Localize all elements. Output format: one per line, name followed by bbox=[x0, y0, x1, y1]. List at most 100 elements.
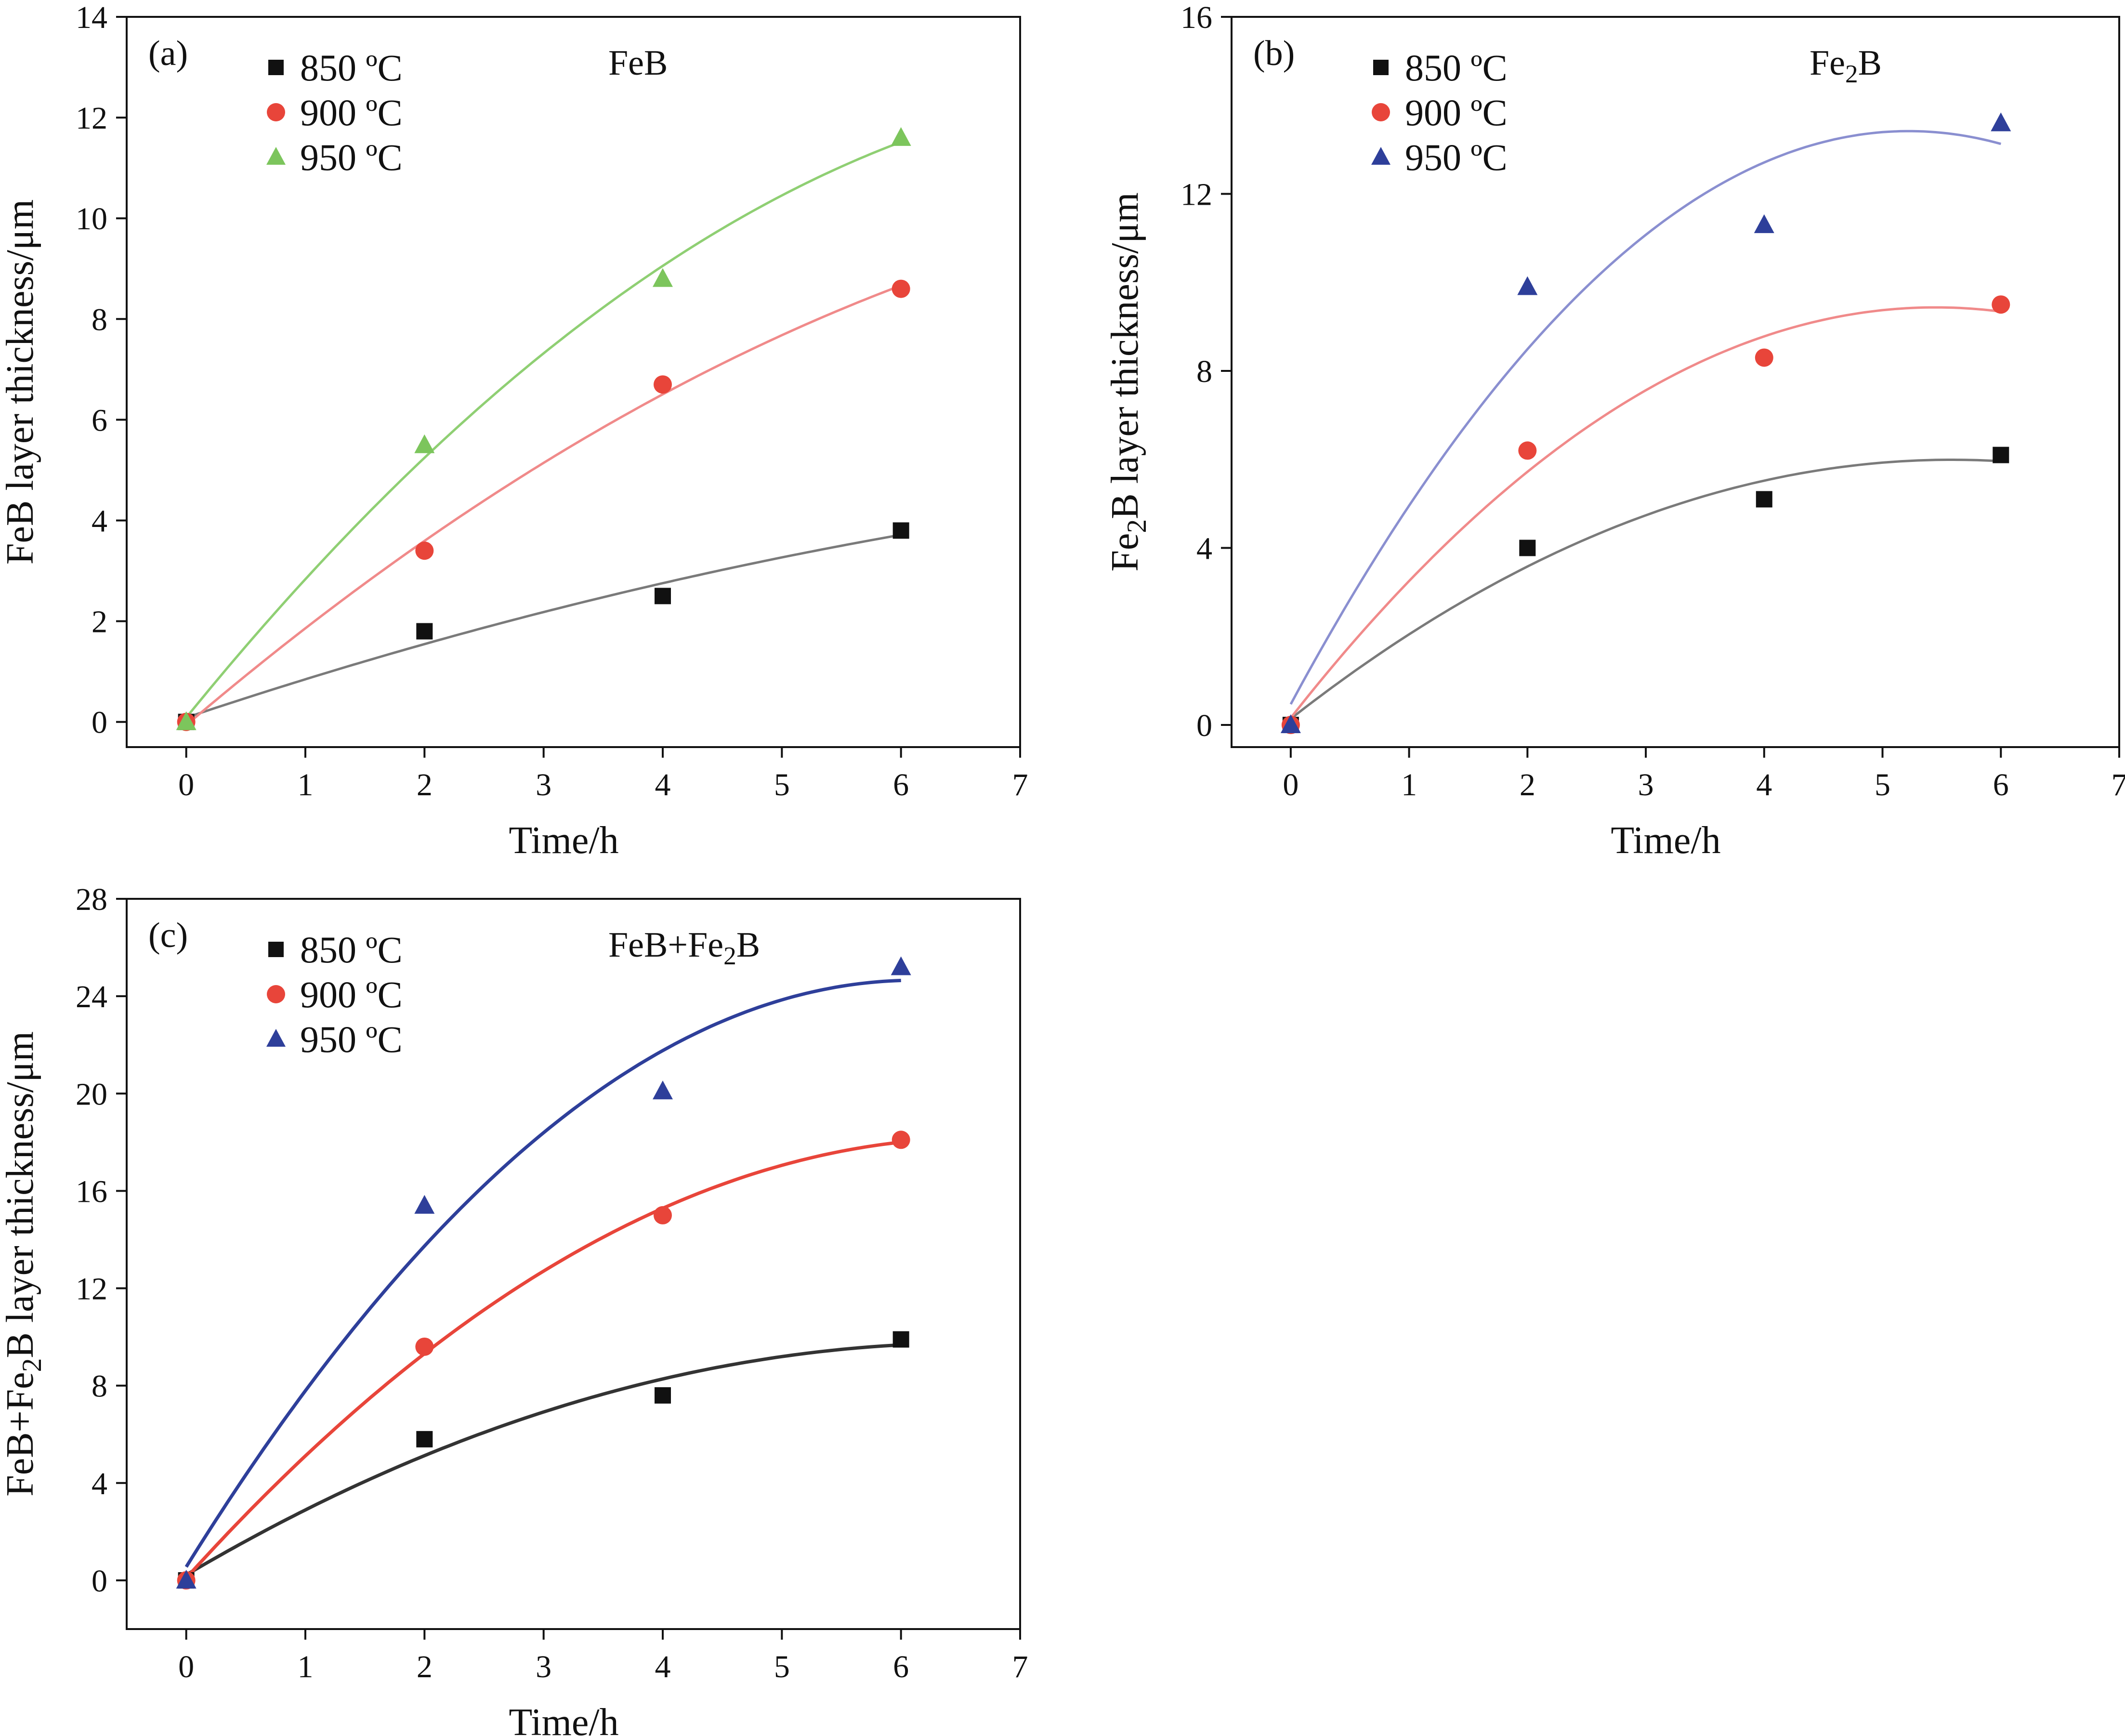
legend-marker-triangle bbox=[266, 147, 286, 165]
x-tick-label: 5 bbox=[774, 767, 790, 802]
data-point-triangle bbox=[653, 268, 673, 287]
data-point-triangle bbox=[414, 1195, 435, 1214]
panel-title-part: FeB bbox=[608, 43, 668, 83]
y-tick-label: 16 bbox=[1181, 0, 1212, 35]
x-tick-label: 2 bbox=[417, 767, 433, 802]
y-tick-label: 10 bbox=[76, 201, 107, 237]
y-tick-label: 14 bbox=[76, 0, 107, 35]
y-axis-label: FeB+Fe2B layer thickness/μm bbox=[0, 1031, 47, 1497]
legend-entry: 950 ºC bbox=[300, 136, 403, 178]
data-point-square bbox=[416, 623, 433, 640]
fit-line-triangle bbox=[184, 979, 901, 1568]
x-tick-label: 7 bbox=[2112, 767, 2125, 802]
panel-title: FeB bbox=[608, 43, 668, 83]
data-point-square bbox=[892, 1331, 909, 1348]
panel-title-part: B bbox=[1858, 43, 1882, 83]
y-tick-label: 4 bbox=[92, 504, 107, 539]
x-tick-label: 5 bbox=[774, 1649, 790, 1684]
data-point-square bbox=[1519, 539, 1536, 556]
y-tick-label: 24 bbox=[76, 979, 107, 1014]
fit-line-triangle bbox=[185, 141, 902, 719]
data-point-circle bbox=[1992, 295, 2010, 314]
y-tick-label: 12 bbox=[76, 1272, 107, 1307]
plot-frame bbox=[1231, 16, 2120, 748]
data-point-triangle bbox=[176, 1569, 197, 1589]
legend-marker-circle bbox=[267, 985, 285, 1003]
x-tick-label: 5 bbox=[1875, 767, 1890, 802]
x-tick-label: 1 bbox=[1401, 767, 1417, 802]
y-axis-label: FeB layer thickness/μm bbox=[0, 199, 41, 565]
fit-line-triangle bbox=[1289, 130, 2001, 705]
panel-title-part: Fe bbox=[1810, 43, 1845, 83]
data-point-square bbox=[416, 1431, 433, 1447]
legend-entry: 850 ºC bbox=[1405, 47, 1508, 89]
x-axis-label: Time/h bbox=[1611, 819, 1720, 862]
y-tick-label: 28 bbox=[76, 882, 107, 917]
data-point-circle bbox=[415, 541, 434, 560]
legend-marker-triangle bbox=[266, 1029, 286, 1047]
panel-title-part: 2 bbox=[723, 942, 736, 970]
panel-title: Fe2B bbox=[1810, 43, 1882, 88]
y-tick-label: 6 bbox=[92, 403, 107, 438]
y-tick-label: 8 bbox=[92, 302, 107, 337]
plot-frame bbox=[126, 898, 1021, 1630]
x-tick-label: 0 bbox=[1283, 767, 1299, 802]
legend-entry: 950 ºC bbox=[1405, 136, 1508, 178]
data-point-circle bbox=[415, 1337, 434, 1356]
y-axis-label-part: 2 bbox=[17, 1358, 47, 1372]
x-tick-label: 4 bbox=[1756, 767, 1772, 802]
y-tick-label: 0 bbox=[1196, 708, 1212, 743]
y-axis-label-part: FeB+Fe bbox=[0, 1372, 41, 1496]
x-tick-label: 4 bbox=[655, 767, 671, 802]
data-point-circle bbox=[654, 375, 672, 394]
data-point-circle bbox=[654, 1206, 672, 1224]
y-axis-label: Fe2B layer thickness/μm bbox=[1104, 192, 1152, 571]
legend-entry: 900 ºC bbox=[1405, 92, 1508, 133]
legend-marker-circle bbox=[1372, 103, 1390, 121]
x-tick-label: 7 bbox=[1012, 1649, 1028, 1684]
data-point-triangle bbox=[653, 1080, 673, 1100]
legend-marker-circle bbox=[267, 103, 285, 121]
x-axis-label: Time/h bbox=[509, 1701, 618, 1736]
x-tick-label: 2 bbox=[1520, 767, 1535, 802]
x-tick-label: 4 bbox=[655, 1649, 671, 1684]
y-axis-label-part: Fe bbox=[1104, 533, 1146, 572]
fit-line-square bbox=[185, 1343, 901, 1577]
panel-title-part: 2 bbox=[1845, 60, 1858, 88]
data-point-square bbox=[1756, 491, 1772, 508]
plot-frame bbox=[126, 16, 1021, 748]
data-point-triangle bbox=[891, 956, 911, 975]
legend-entry: 900 ºC bbox=[300, 92, 403, 133]
data-point-square bbox=[892, 522, 909, 539]
legend-marker-square bbox=[1373, 60, 1389, 75]
y-tick-label: 0 bbox=[92, 705, 107, 740]
data-point-square bbox=[655, 588, 671, 605]
data-point-triangle bbox=[176, 711, 197, 730]
legend-entry: 850 ºC bbox=[300, 929, 403, 971]
fit-line-square bbox=[185, 533, 902, 719]
y-tick-label: 12 bbox=[76, 101, 107, 136]
panel-title: FeB+Fe2B bbox=[608, 925, 760, 970]
y-tick-label: 0 bbox=[92, 1564, 107, 1599]
fit-line-square bbox=[1290, 459, 2001, 720]
x-tick-label: 2 bbox=[417, 1649, 433, 1684]
data-point-circle bbox=[1755, 348, 1773, 367]
y-tick-label: 8 bbox=[92, 1369, 107, 1404]
y-axis-label-part: FeB layer thickness/μm bbox=[0, 199, 41, 565]
panel-label: (b) bbox=[1253, 34, 1295, 73]
y-tick-label: 16 bbox=[76, 1174, 107, 1209]
x-tick-label: 3 bbox=[536, 1649, 551, 1684]
x-tick-label: 3 bbox=[536, 767, 551, 802]
x-tick-label: 7 bbox=[1012, 767, 1028, 802]
x-tick-label: 6 bbox=[893, 767, 909, 802]
x-tick-label: 1 bbox=[298, 1649, 314, 1684]
data-point-square bbox=[1993, 447, 2009, 463]
x-axis-label: Time/h bbox=[509, 819, 618, 862]
fit-line-circle bbox=[185, 284, 902, 726]
y-tick-label: 12 bbox=[1181, 177, 1212, 212]
panel-title-part: B bbox=[736, 925, 760, 965]
panel-label: (c) bbox=[148, 916, 188, 955]
legend-entry: 950 ºC bbox=[300, 1018, 403, 1060]
data-point-triangle bbox=[891, 127, 911, 146]
